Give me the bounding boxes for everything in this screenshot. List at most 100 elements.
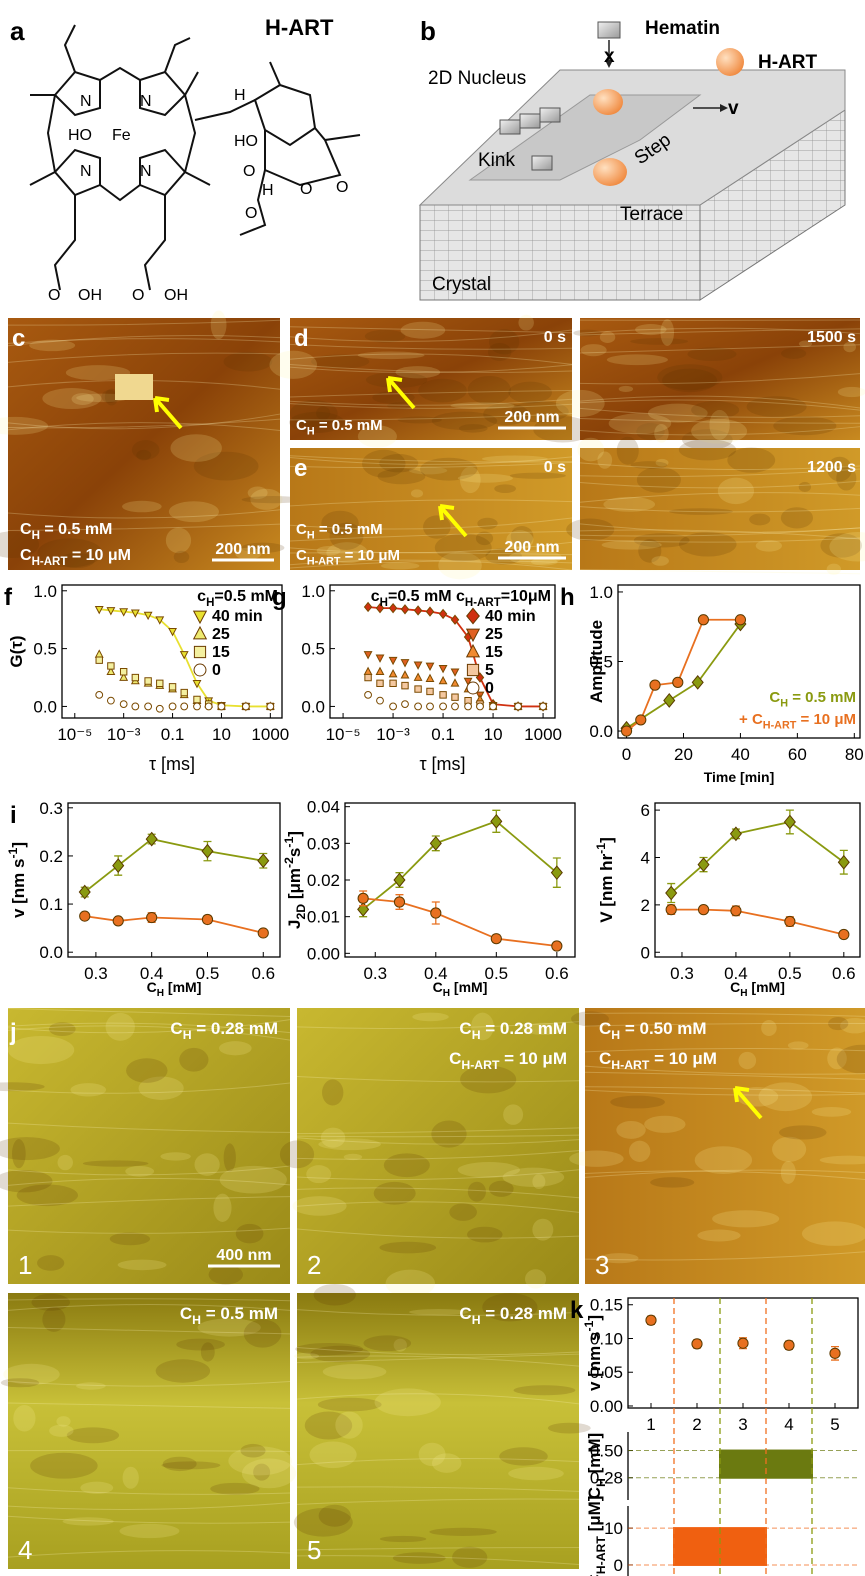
marker: [194, 703, 201, 710]
text-part: = 10 μM: [796, 711, 856, 728]
x-axis-label: CH [mM]: [147, 979, 202, 999]
texture: [126, 1058, 167, 1083]
marker: [402, 701, 409, 708]
marker: [205, 703, 212, 710]
x-tick-label: 10⁻⁵: [326, 725, 361, 744]
marker: [673, 677, 683, 687]
texture: [581, 344, 607, 356]
text-part: [mM]: [450, 979, 487, 995]
marker: [731, 906, 741, 916]
y-tick-label: 6: [641, 801, 650, 820]
texture: [651, 556, 669, 566]
marker: [451, 669, 458, 676]
texture: [616, 1121, 645, 1139]
marker: [427, 688, 433, 694]
y-tick-label: 0.1: [39, 895, 63, 914]
marker: [202, 845, 213, 858]
marker: [646, 1315, 656, 1325]
text-part: H-ART: [307, 556, 341, 568]
y-tick-label: 2: [641, 896, 650, 915]
x-tick-label: 0: [622, 745, 631, 764]
text-part: [mM]: [585, 1433, 604, 1478]
y-tick-label: 1.0: [33, 582, 57, 601]
panel-label: a: [10, 16, 25, 46]
x-tick-label: 0.3: [670, 964, 694, 983]
texture: [679, 439, 736, 460]
marker: [120, 701, 127, 708]
marker: [738, 1338, 748, 1348]
plot-frame: [345, 803, 575, 957]
texture: [812, 1107, 851, 1117]
marker: [96, 650, 103, 657]
x-tick-label: 60: [788, 745, 807, 764]
texture: [358, 351, 425, 359]
marker: [692, 1339, 702, 1349]
x-tick-label: 0.6: [251, 964, 275, 983]
legend-marker: [467, 682, 479, 694]
texture: [662, 369, 717, 392]
time-label: 0 s: [544, 329, 566, 346]
texture: [72, 393, 94, 405]
texture: [577, 438, 604, 462]
marker: [156, 705, 163, 712]
marker: [415, 686, 421, 692]
texture: [799, 482, 811, 492]
texture: [219, 1041, 252, 1055]
text-part: C: [459, 1019, 471, 1038]
marker: [157, 680, 163, 686]
text-part: = 10 μM: [67, 547, 131, 564]
y-tick-label: 0: [614, 1556, 623, 1575]
image-number: 4: [18, 1535, 32, 1565]
x-axis-label: CH [mM]: [433, 979, 488, 999]
y-tick-label: 0.01: [307, 908, 340, 927]
x-axis-label: τ [ms]: [149, 754, 195, 774]
marker: [664, 694, 675, 707]
texture: [494, 484, 516, 493]
texture: [83, 1160, 148, 1166]
marker: [389, 670, 396, 677]
marker: [636, 715, 646, 725]
text-part: c: [371, 588, 380, 605]
texture: [718, 478, 754, 504]
marker: [376, 668, 383, 675]
figure: aH-ARTNNNNFeHOHHOOHOOOOOHOOHbHematinH-AR…: [0, 0, 865, 1576]
marker: [439, 677, 446, 684]
texture: [514, 1385, 576, 1395]
marker: [402, 682, 408, 688]
texture: [467, 1227, 503, 1243]
texture: [772, 1137, 806, 1162]
texture: [363, 1335, 411, 1351]
marker: [431, 908, 441, 918]
texture: [224, 352, 273, 372]
step-bar: [674, 1528, 720, 1565]
atom: O: [132, 287, 144, 304]
text-part: = 10 μM: [340, 547, 400, 564]
marker: [414, 606, 421, 615]
legend-marker: [467, 608, 480, 623]
marker: [390, 680, 396, 686]
texture: [468, 376, 511, 404]
marker: [439, 610, 446, 619]
y-tick-label: 0.00: [307, 944, 340, 963]
x-tick-label: 10⁻⁵: [57, 725, 92, 744]
diagram-label: 2D Nucleus: [428, 68, 526, 89]
texture: [294, 1508, 353, 1537]
y-tick-label: 0.0: [301, 697, 325, 716]
text-part: H: [740, 988, 747, 999]
y-tick-label: 0.2: [39, 847, 63, 866]
marker: [551, 866, 562, 879]
text-part: = 0.28 mM: [481, 1019, 567, 1038]
texture: [176, 1339, 225, 1351]
marker: [698, 615, 708, 625]
texture: [375, 1388, 441, 1416]
texture: [508, 382, 552, 404]
texture: [120, 1524, 180, 1538]
marker: [169, 703, 176, 710]
panel-label: i: [10, 802, 17, 829]
text-part: s: [285, 848, 304, 857]
marker: [452, 703, 459, 710]
text-part: -1: [282, 837, 296, 848]
marker: [390, 703, 397, 710]
texture: [781, 348, 806, 359]
structure: [30, 25, 360, 290]
